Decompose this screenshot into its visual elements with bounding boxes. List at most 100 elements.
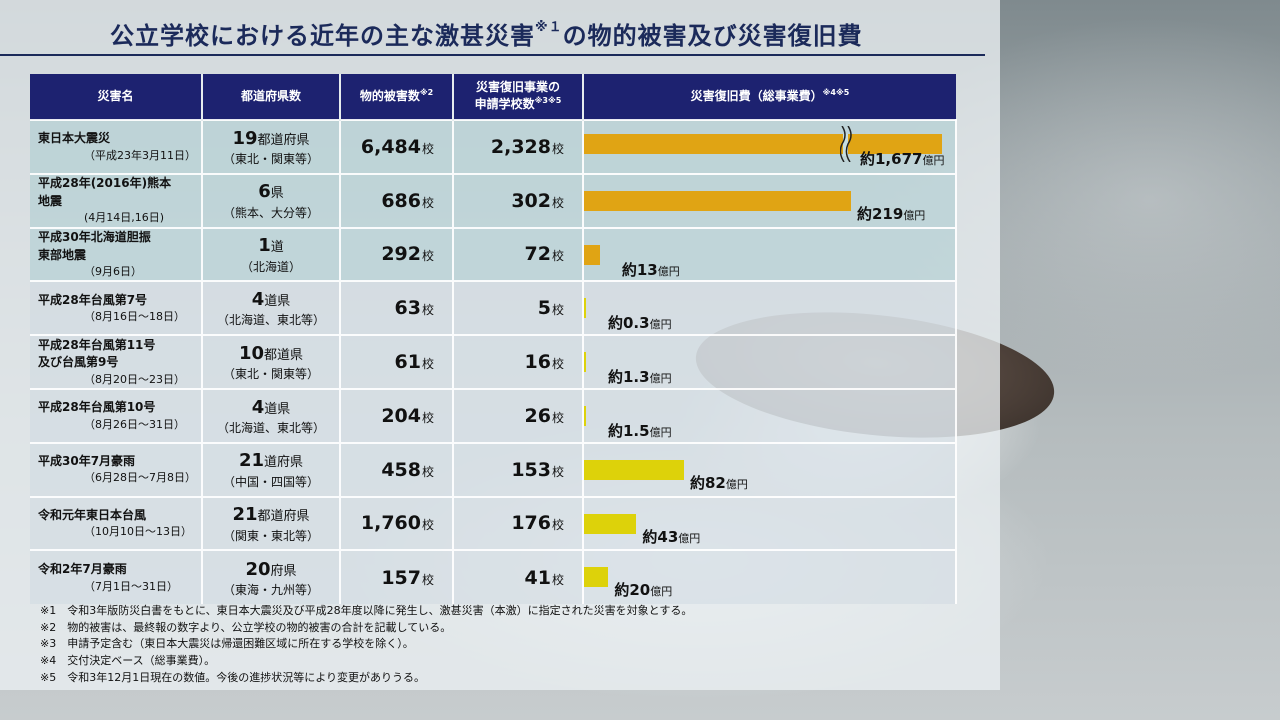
footnotes: ※1 令和3年版防災白書をもとに、東日本大震災及び平成28年度以降に発生し、激甚… (40, 603, 692, 687)
damaged-count-cell: 1,760校 (340, 495, 454, 551)
applied-count-cell: 5校 (453, 280, 584, 336)
prefecture-count: 20 (245, 558, 271, 580)
cost-bar (584, 513, 637, 534)
damaged-unit: 校 (421, 464, 434, 479)
disaster-name-cell: 平成28年台風第11号 及び台風第9号 （8月20日～23日） (30, 334, 203, 389)
table-row: 平成28年台風第11号 及び台風第9号 （8月20日～23日） 10都道県 （東北・関東… (30, 334, 957, 389)
header-damaged: 物的被害数※2 (340, 74, 454, 120)
cost-unit: 億円 (678, 531, 701, 545)
disaster-date: （9月6日） (84, 264, 142, 278)
cost-unit: 億円 (725, 477, 748, 491)
prefecture-count: 19 (232, 127, 258, 149)
damaged-count-cell: 6,484校 (340, 119, 454, 174)
damaged-unit: 校 (421, 572, 434, 587)
cost-data-label: 約0.3億円 (608, 312, 672, 333)
cost-bar (584, 567, 609, 588)
applied-count-cell: 41校 (453, 549, 584, 605)
applied-count: 2,328 (490, 135, 551, 158)
cost-bar-cell: 約1,677億円 (583, 119, 957, 174)
page-title: 公立学校における近年の主な激甚災害※１の物的被害及び災害復旧費 (110, 16, 930, 51)
disaster-name: 令和元年東日本台風 (38, 507, 147, 522)
cost-data-label: 約1.3億円 (608, 366, 672, 387)
damaged-count: 292 (381, 243, 421, 266)
prefecture-cell: 20府県 （東海・九州等） (202, 549, 341, 605)
damaged-count: 6,484 (360, 135, 421, 158)
prefecture-suffix: 都道府県 (257, 132, 310, 148)
prefecture-cell: 1道 （北海道） (202, 226, 341, 282)
prefecture-cell: 21道府県 （中国・四国等） (202, 441, 341, 497)
disaster-date: （8月16日～18日） (84, 310, 185, 324)
disaster-name-cell: 平成28年台風第7号 （8月16日～18日） (30, 280, 203, 336)
prefecture-count-line: 21道府県 (203, 449, 339, 473)
disaster-name-cell: 東日本大震災 （平成23年3月11日） (30, 119, 203, 174)
damaged-unit: 校 (421, 518, 434, 533)
header-disaster: 災害名 (30, 74, 203, 120)
header-cost: 災害復旧費（総事業費）※4※5 (583, 74, 956, 120)
cost-value: 約20 (614, 581, 651, 600)
disaster-name: 平成30年北海道胆振 (38, 230, 151, 245)
cost-value: 約82 (689, 473, 726, 492)
title-divider (0, 54, 985, 56)
prefecture-detail: （東海・九州等） (222, 582, 319, 597)
damaged-count: 204 (381, 404, 421, 427)
footnote-1: ※1 令和3年版防災白書をもとに、東日本大震災及び平成28年度以降に発生し、激甚… (40, 604, 693, 617)
header-applied: 災害復旧事業の 申請学校数※3※5 (453, 74, 584, 120)
disaster-name-line2: 地震 (38, 193, 63, 208)
disaster-date: （6月28日～7月8日） (84, 471, 196, 485)
damaged-count-cell: 204校 (340, 387, 454, 443)
damaged-unit: 校 (421, 249, 434, 264)
damaged-count: 61 (394, 351, 421, 374)
cost-data-label: 約219億円 (857, 203, 925, 224)
damaged-count-cell: 157校 (340, 549, 454, 605)
header-cost-label: 災害復旧費（総事業費） (690, 89, 823, 104)
cost-data-label: 約20億円 (614, 579, 672, 600)
applied-count: 41 (524, 566, 551, 589)
footnote-2: ※2 物的被害は、最終報の数字より、公立学校の物的被害の合計を記載している。 (40, 620, 452, 634)
prefecture-suffix: 県 (270, 186, 284, 202)
damaged-count-cell: 458校 (340, 441, 454, 497)
disaster-date: (4月14日,16日) (84, 211, 165, 225)
cost-value: 約0.3 (608, 314, 650, 333)
table-row: 平成30年北海道胆振 東部地震 （9月6日） 1道 （北海道） 292校 72校 約13億円 (30, 226, 957, 282)
prefecture-cell: 6県 （熊本、大分等） (202, 172, 341, 228)
applied-count-cell: 153校 (453, 441, 584, 497)
cost-unit: 億円 (649, 318, 672, 332)
disaster-name-line2: 及び台風第9号 (38, 355, 119, 370)
damaged-count-cell: 63校 (340, 280, 454, 336)
prefecture-cell: 10都道県 （東北・関東等） (202, 334, 341, 389)
prefecture-count-line: 21都道府県 (203, 503, 339, 527)
disaster-name: 平成30年7月豪雨 (38, 454, 136, 469)
cost-value: 約219 (857, 204, 904, 223)
table-row: 令和2年7月豪雨 （7月1日～31日） 20府県 （東海・九州等） 157校 41校 約20… (30, 549, 957, 605)
cost-unit: 億円 (922, 154, 945, 167)
cost-bar (584, 352, 586, 373)
damaged-count: 458 (381, 458, 421, 481)
prefecture-count: 10 (238, 342, 265, 364)
cost-bar (584, 405, 586, 426)
header-damaged-label: 物的被害数 (359, 89, 420, 104)
prefecture-detail: （中国・四国等） (222, 474, 319, 489)
disaster-name-cell: 平成30年7月豪雨 （6月28日～7月8日） (30, 441, 203, 497)
title-main: 公立学校における近年の主な激甚災害 (110, 22, 535, 50)
cost-bar-cell: 約0.3億円 (583, 280, 957, 336)
damaged-unit: 校 (421, 195, 434, 210)
cost-bar (584, 190, 851, 211)
cost-bar (584, 244, 600, 265)
prefecture-count-line: 10都道県 (203, 342, 339, 366)
applied-count: 176 (511, 512, 551, 535)
cost-unit: 億円 (649, 425, 672, 439)
prefecture-count-line: 6県 (203, 180, 339, 204)
header-prefectures: 都道府県数 (202, 74, 341, 120)
prefecture-count: 6 (258, 181, 271, 203)
prefecture-detail: （北海道、東北等） (216, 420, 325, 435)
prefecture-suffix: 都道府県 (257, 509, 310, 525)
cost-value: 約1.5 (608, 421, 650, 440)
applied-count-cell: 302校 (453, 172, 584, 228)
applied-count-cell: 176校 (453, 495, 584, 551)
table-row: 平成28年台風第7号 （8月16日～18日） 4道県 （北海道、東北等） 63校 5校 約0… (30, 280, 957, 336)
header-damaged-mark: ※2 (419, 88, 434, 98)
damaged-count: 1,760 (360, 512, 421, 535)
prefecture-detail: （東北・関東等） (222, 367, 319, 382)
applied-count: 26 (524, 404, 551, 427)
prefecture-detail: （関東・東北等） (222, 528, 319, 543)
